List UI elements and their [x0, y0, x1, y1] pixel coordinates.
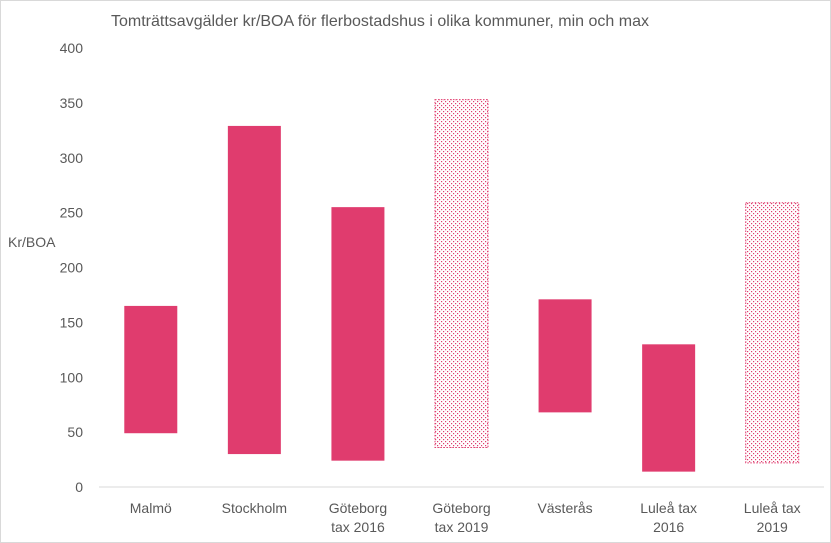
bar [331, 207, 385, 461]
y-axis-label: Kr/BOA [8, 234, 56, 250]
bar [227, 125, 281, 455]
x-category-label: Luleå tax 2016 [640, 500, 697, 535]
x-category-label: Luleå tax 2019 [744, 500, 801, 535]
y-tick-label: 250 [60, 205, 84, 221]
y-tick-label: 0 [75, 479, 83, 495]
bar [745, 202, 800, 464]
y-tick-label: 50 [67, 424, 83, 440]
x-category-label: Göteborg tax 2019 [432, 500, 490, 535]
y-tick-label: 200 [60, 260, 84, 276]
y-tick-label: 100 [60, 369, 84, 385]
bar [124, 305, 178, 434]
x-category-label: Göteborg tax 2016 [329, 500, 387, 535]
chart-title: Tomträttsavgälder kr/BOA för flerbostads… [111, 13, 649, 30]
y-tick-label: 150 [60, 314, 84, 330]
x-category-label: Stockholm [222, 500, 287, 516]
bar [434, 99, 489, 448]
y-tick-label: 300 [60, 150, 84, 166]
y-tick-label: 350 [60, 95, 84, 111]
bar [538, 299, 592, 413]
x-category-label: Malmö [130, 500, 172, 516]
bars [124, 99, 800, 472]
bar [642, 344, 696, 472]
y-tick-label: 400 [60, 40, 84, 56]
x-category-label: Västerås [537, 500, 592, 516]
y-axis-ticks: 0 50 100 150 200 250 300 350 400 [60, 40, 84, 495]
x-axis-categories: Malmö Stockholm Göteborg tax 2016 Göteborg ta… [130, 500, 801, 535]
